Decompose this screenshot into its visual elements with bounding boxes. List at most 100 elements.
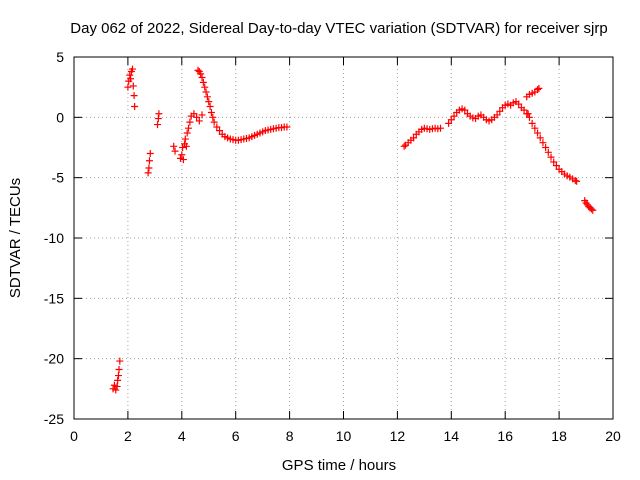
data-point (181, 135, 189, 143)
data-point (131, 102, 139, 110)
data-point (571, 177, 579, 185)
data-point (195, 117, 203, 125)
data-point (534, 86, 542, 94)
data-point (213, 123, 221, 131)
data-point (496, 107, 504, 115)
data-point (116, 357, 124, 365)
data-point (205, 98, 213, 106)
data-point (587, 205, 595, 213)
data-point (535, 84, 543, 92)
x-tick-label: 18 (551, 428, 567, 444)
x-tick-label: 0 (70, 428, 78, 444)
x-tick-label: 12 (390, 428, 406, 444)
data-point (493, 111, 501, 119)
y-axis-label: SDTVAR / TECUs (7, 178, 24, 298)
data-point (199, 78, 207, 86)
data-point (400, 142, 408, 150)
data-point (550, 158, 558, 166)
data-point (209, 113, 217, 121)
y-tick-label: -5 (52, 170, 65, 186)
data-point (520, 106, 528, 114)
data-point (179, 144, 187, 151)
data-point (534, 129, 542, 137)
x-tick-label: 14 (444, 428, 460, 444)
data-point (198, 74, 206, 82)
data-point (115, 366, 123, 374)
data-point (410, 134, 418, 142)
data-point (182, 142, 190, 150)
data-point (186, 118, 194, 126)
data-point (536, 134, 544, 142)
data-point (193, 113, 201, 121)
data-point (283, 123, 291, 131)
data-point (461, 106, 469, 114)
axis-ticks (73, 56, 614, 420)
data-point (126, 71, 134, 79)
data-point (201, 83, 209, 91)
data-point (112, 386, 120, 394)
data-point (445, 119, 453, 127)
data-point (544, 148, 552, 156)
data-point (589, 206, 597, 214)
x-tick-label: 10 (336, 428, 352, 444)
x-tick-label: 8 (286, 428, 294, 444)
data-point (198, 111, 206, 119)
data-point (194, 66, 202, 74)
data-point (515, 100, 523, 108)
data-point (154, 121, 162, 129)
data-point (185, 124, 193, 132)
data-point (542, 144, 550, 151)
data-point (547, 153, 555, 161)
x-tick-label: 2 (124, 428, 132, 444)
data-point (155, 110, 163, 118)
data-point (179, 156, 187, 164)
data-point (124, 83, 132, 91)
data-point (203, 93, 211, 101)
y-tick-label: -20 (44, 351, 64, 367)
x-axis-label: GPS time / hours (282, 457, 396, 474)
x-tick-label: 4 (178, 428, 186, 444)
x-tick-labels: 0 2 4 6 8 10 12 14 16 18 20 (70, 428, 621, 444)
y-tick-label: -25 (44, 411, 64, 427)
chart-title: Day 062 of 2022, Sidereal Day-to-day VTE… (70, 20, 607, 37)
x-tick-label: 16 (497, 428, 513, 444)
plot-frame (73, 56, 614, 420)
data-point (210, 118, 218, 126)
data-point (113, 382, 121, 390)
data-point (206, 102, 214, 110)
data-point (127, 75, 135, 83)
data-point (171, 147, 179, 155)
data-points (109, 65, 597, 394)
data-point (202, 88, 210, 96)
data-point (183, 129, 191, 137)
data-point (178, 151, 186, 159)
data-point (524, 110, 532, 118)
data-point (539, 139, 547, 147)
data-point (573, 177, 581, 185)
data-point (207, 109, 215, 117)
y-tick-label: -10 (44, 230, 64, 246)
data-point (114, 376, 122, 384)
data-point (128, 65, 136, 73)
y-tick-label: 0 (56, 109, 64, 125)
data-point (170, 142, 178, 150)
data-point (190, 110, 198, 118)
data-point (447, 116, 455, 124)
y-tick-label: -15 (44, 290, 64, 306)
data-point (528, 119, 536, 127)
data-point (216, 127, 224, 135)
data-point (531, 124, 539, 132)
data-point (114, 372, 122, 380)
x-tick-label: 6 (232, 428, 240, 444)
data-point (450, 112, 458, 120)
data-point (525, 113, 533, 121)
data-point (130, 92, 138, 100)
data-point (144, 169, 152, 177)
data-point (145, 157, 153, 165)
data-point (129, 82, 137, 90)
y-tick-label: 5 (56, 49, 64, 65)
data-point (146, 150, 154, 158)
y-tick-labels: -25 -20 -15 -10 -5 0 5 (44, 49, 64, 427)
data-point (437, 124, 445, 132)
